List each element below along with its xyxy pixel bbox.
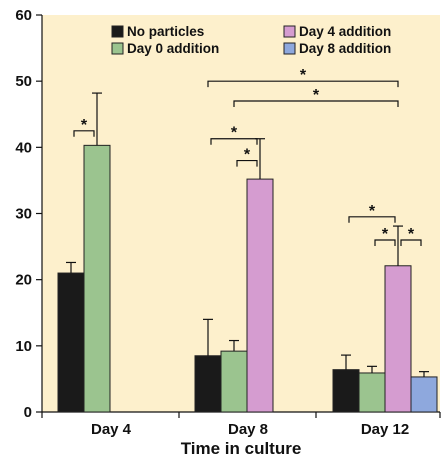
y-tick-label: 20	[15, 272, 32, 289]
bar	[83, 144, 111, 413]
significance-bracket: *	[73, 117, 95, 137]
significance-star: *	[382, 226, 389, 243]
legend-item: Day 0 addition	[111, 41, 219, 56]
legend-swatch	[283, 25, 296, 38]
significance-bracket: *	[348, 203, 396, 223]
bars	[57, 92, 438, 413]
bar	[384, 265, 412, 413]
legend-item: Day 4 addition	[283, 24, 391, 39]
significance-bracket: *	[374, 226, 396, 246]
significance-bracket: *	[236, 147, 258, 167]
y-tick-label: 30	[15, 206, 32, 223]
significance-bracket: *	[400, 226, 422, 246]
bar	[358, 372, 386, 413]
legend-item: No particles	[111, 24, 204, 39]
x-axis: Day 4 Day 8 Day 12	[41, 411, 441, 438]
legend-label: Day 8 addition	[299, 41, 391, 56]
significance-star: *	[313, 87, 320, 104]
significance-brackets: * * * * * * * *	[73, 67, 422, 246]
significance-star: *	[81, 117, 88, 134]
legend: No particles Day 0 addition Day 4 addition…	[111, 24, 391, 56]
significance-star: *	[231, 125, 238, 142]
legend-swatch	[111, 25, 124, 38]
significance-star: *	[369, 203, 376, 220]
bar	[57, 272, 85, 413]
significance-bracket: *	[233, 87, 399, 108]
y-axis: 0 10 20 30 40 50 60	[15, 7, 43, 421]
legend-swatch	[111, 42, 124, 55]
y-tick-label: 50	[15, 73, 32, 90]
y-tick-label: 0	[24, 404, 32, 421]
legend-swatch	[283, 42, 296, 55]
x-tick-label: Day 8	[228, 421, 268, 438]
legend-label: No particles	[127, 24, 204, 39]
x-tick-label: Day 4	[91, 421, 132, 438]
significance-bracket: *	[210, 125, 258, 145]
x-axis-title: Time in culture	[181, 439, 302, 458]
y-tick-label: 60	[15, 7, 32, 24]
bar	[332, 369, 360, 413]
legend-label: Day 4 addition	[299, 24, 391, 39]
significance-bracket: *	[207, 67, 399, 88]
significance-star: *	[408, 226, 415, 243]
bar	[410, 376, 438, 413]
significance-star: *	[244, 147, 251, 164]
x-tick-label: Day 12	[361, 421, 409, 438]
legend-label: Day 0 addition	[127, 41, 219, 56]
bar	[220, 350, 248, 413]
significance-star: *	[300, 67, 307, 84]
y-tick-label: 40	[15, 139, 32, 156]
bar	[246, 178, 274, 413]
y-tick-label: 10	[15, 338, 32, 355]
legend-item: Day 8 addition	[283, 41, 391, 56]
bar	[194, 355, 222, 413]
